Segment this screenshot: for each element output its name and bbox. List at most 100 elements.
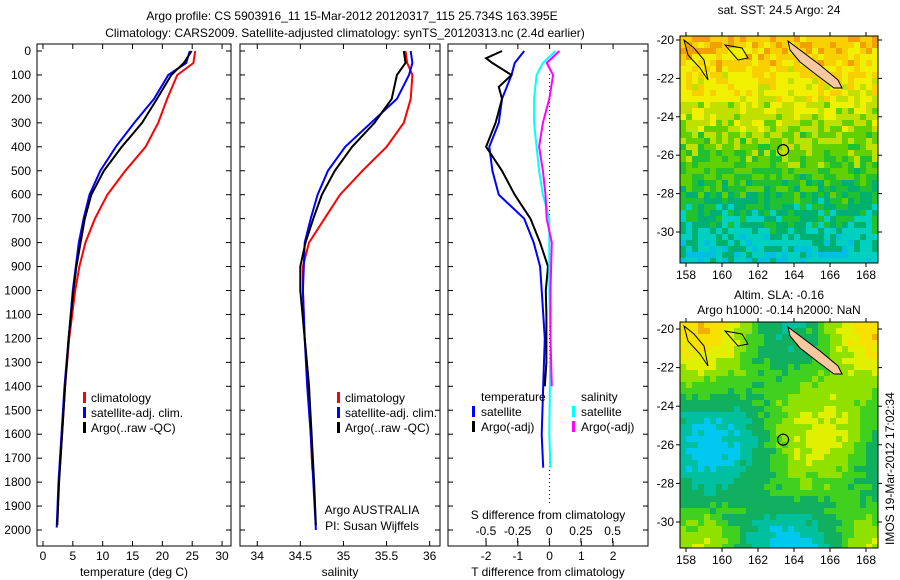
- map-cell: [788, 502, 794, 508]
- map-cell: [830, 174, 836, 180]
- map-cell: [848, 388, 854, 394]
- map-cell: [686, 502, 692, 508]
- legend-title-temperature: temperature: [481, 390, 546, 404]
- map-cell: [716, 502, 722, 508]
- map-cell: [788, 454, 794, 460]
- map-cell: [692, 448, 698, 454]
- map-cell: [764, 442, 770, 448]
- lon-tick-label: 166: [820, 553, 840, 567]
- map-cell: [824, 334, 830, 340]
- map-cell: [758, 120, 764, 126]
- map-cell: [854, 108, 860, 114]
- depth-tick-label: 1000: [4, 284, 31, 298]
- map-cell: [722, 466, 728, 472]
- map-cell: [692, 246, 698, 252]
- map-cell: [704, 246, 710, 252]
- x-tick-label: 10: [96, 549, 110, 563]
- map-cell: [764, 496, 770, 502]
- map-cell: [836, 72, 842, 78]
- map-cell: [860, 412, 866, 418]
- map-cell: [860, 370, 866, 376]
- map-cell: [734, 418, 740, 424]
- map-cell: [710, 150, 716, 156]
- map-cell: [728, 252, 734, 258]
- map-cell: [710, 328, 716, 334]
- map-cell: [812, 174, 818, 180]
- map-cell: [800, 466, 806, 472]
- map-cell: [842, 150, 848, 156]
- map-cell: [866, 322, 872, 328]
- series-line-t-argo-adj-: [484, 50, 550, 387]
- map-cell: [680, 54, 686, 60]
- map-cell: [836, 240, 842, 246]
- map-cell: [698, 358, 704, 364]
- map-cell: [872, 150, 878, 156]
- map-cell: [746, 162, 752, 168]
- map-cell: [848, 496, 854, 502]
- map-cell: [740, 252, 746, 258]
- map-cell: [722, 234, 728, 240]
- map-cell: [848, 394, 854, 400]
- map-cell: [680, 484, 686, 490]
- map-cell: [686, 394, 692, 400]
- map-cell: [686, 514, 692, 520]
- x-axis-label: T difference from climatology: [471, 565, 625, 579]
- new-caledonia-land: [787, 325, 843, 375]
- map-cell: [722, 222, 728, 228]
- map-cell: [716, 418, 722, 424]
- map-cell: [848, 484, 854, 490]
- map-cell: [800, 514, 806, 520]
- map-cell: [824, 472, 830, 478]
- map-cell: [746, 108, 752, 114]
- map-cell: [836, 448, 842, 454]
- map-cell: [764, 346, 770, 352]
- map-cell: [854, 322, 860, 328]
- map-cell: [728, 508, 734, 514]
- map-cell: [758, 132, 764, 138]
- map-cell: [866, 328, 872, 334]
- map-cell: [872, 252, 878, 258]
- legend-entry: satellite-adj. clim.: [345, 406, 437, 420]
- map-cell: [848, 418, 854, 424]
- map-cell: [836, 156, 842, 162]
- map-cell: [860, 520, 866, 526]
- map-cell: [794, 346, 800, 352]
- map-cell: [842, 526, 848, 532]
- sla-map-title: Altim. SLA: -0.16: [734, 288, 824, 302]
- map-cell: [812, 472, 818, 478]
- map-cell: [728, 174, 734, 180]
- map-cell: [806, 168, 812, 174]
- map-cell: [806, 454, 812, 460]
- map-cell: [710, 60, 716, 66]
- map-cell: [758, 150, 764, 156]
- map-cell: [752, 60, 758, 66]
- map-cell: [734, 376, 740, 382]
- map-cell: [788, 114, 794, 120]
- map-cell: [728, 222, 734, 228]
- map-cell: [854, 84, 860, 90]
- map-cell: [680, 370, 686, 376]
- map-cell: [746, 442, 752, 448]
- map-cell: [782, 388, 788, 394]
- map-cell: [728, 538, 734, 544]
- map-cell: [746, 60, 752, 66]
- map-cell: [794, 222, 800, 228]
- map-cell: [686, 532, 692, 538]
- map-cell: [824, 96, 830, 102]
- map-cell: [854, 364, 860, 370]
- map-cell: [740, 358, 746, 364]
- map-cell: [794, 532, 800, 538]
- map-cell: [818, 442, 824, 448]
- map-cell: [764, 424, 770, 430]
- map-cell: [746, 460, 752, 466]
- map-cell: [758, 168, 764, 174]
- map-cell: [734, 388, 740, 394]
- map-cell: [722, 84, 728, 90]
- legend-title-salinity: salinity: [581, 390, 618, 404]
- map-cell: [686, 144, 692, 150]
- map-cell: [806, 84, 812, 90]
- map-cell: [776, 66, 782, 72]
- map-cell: [716, 96, 722, 102]
- map-cell: [734, 234, 740, 240]
- map-cell: [680, 508, 686, 514]
